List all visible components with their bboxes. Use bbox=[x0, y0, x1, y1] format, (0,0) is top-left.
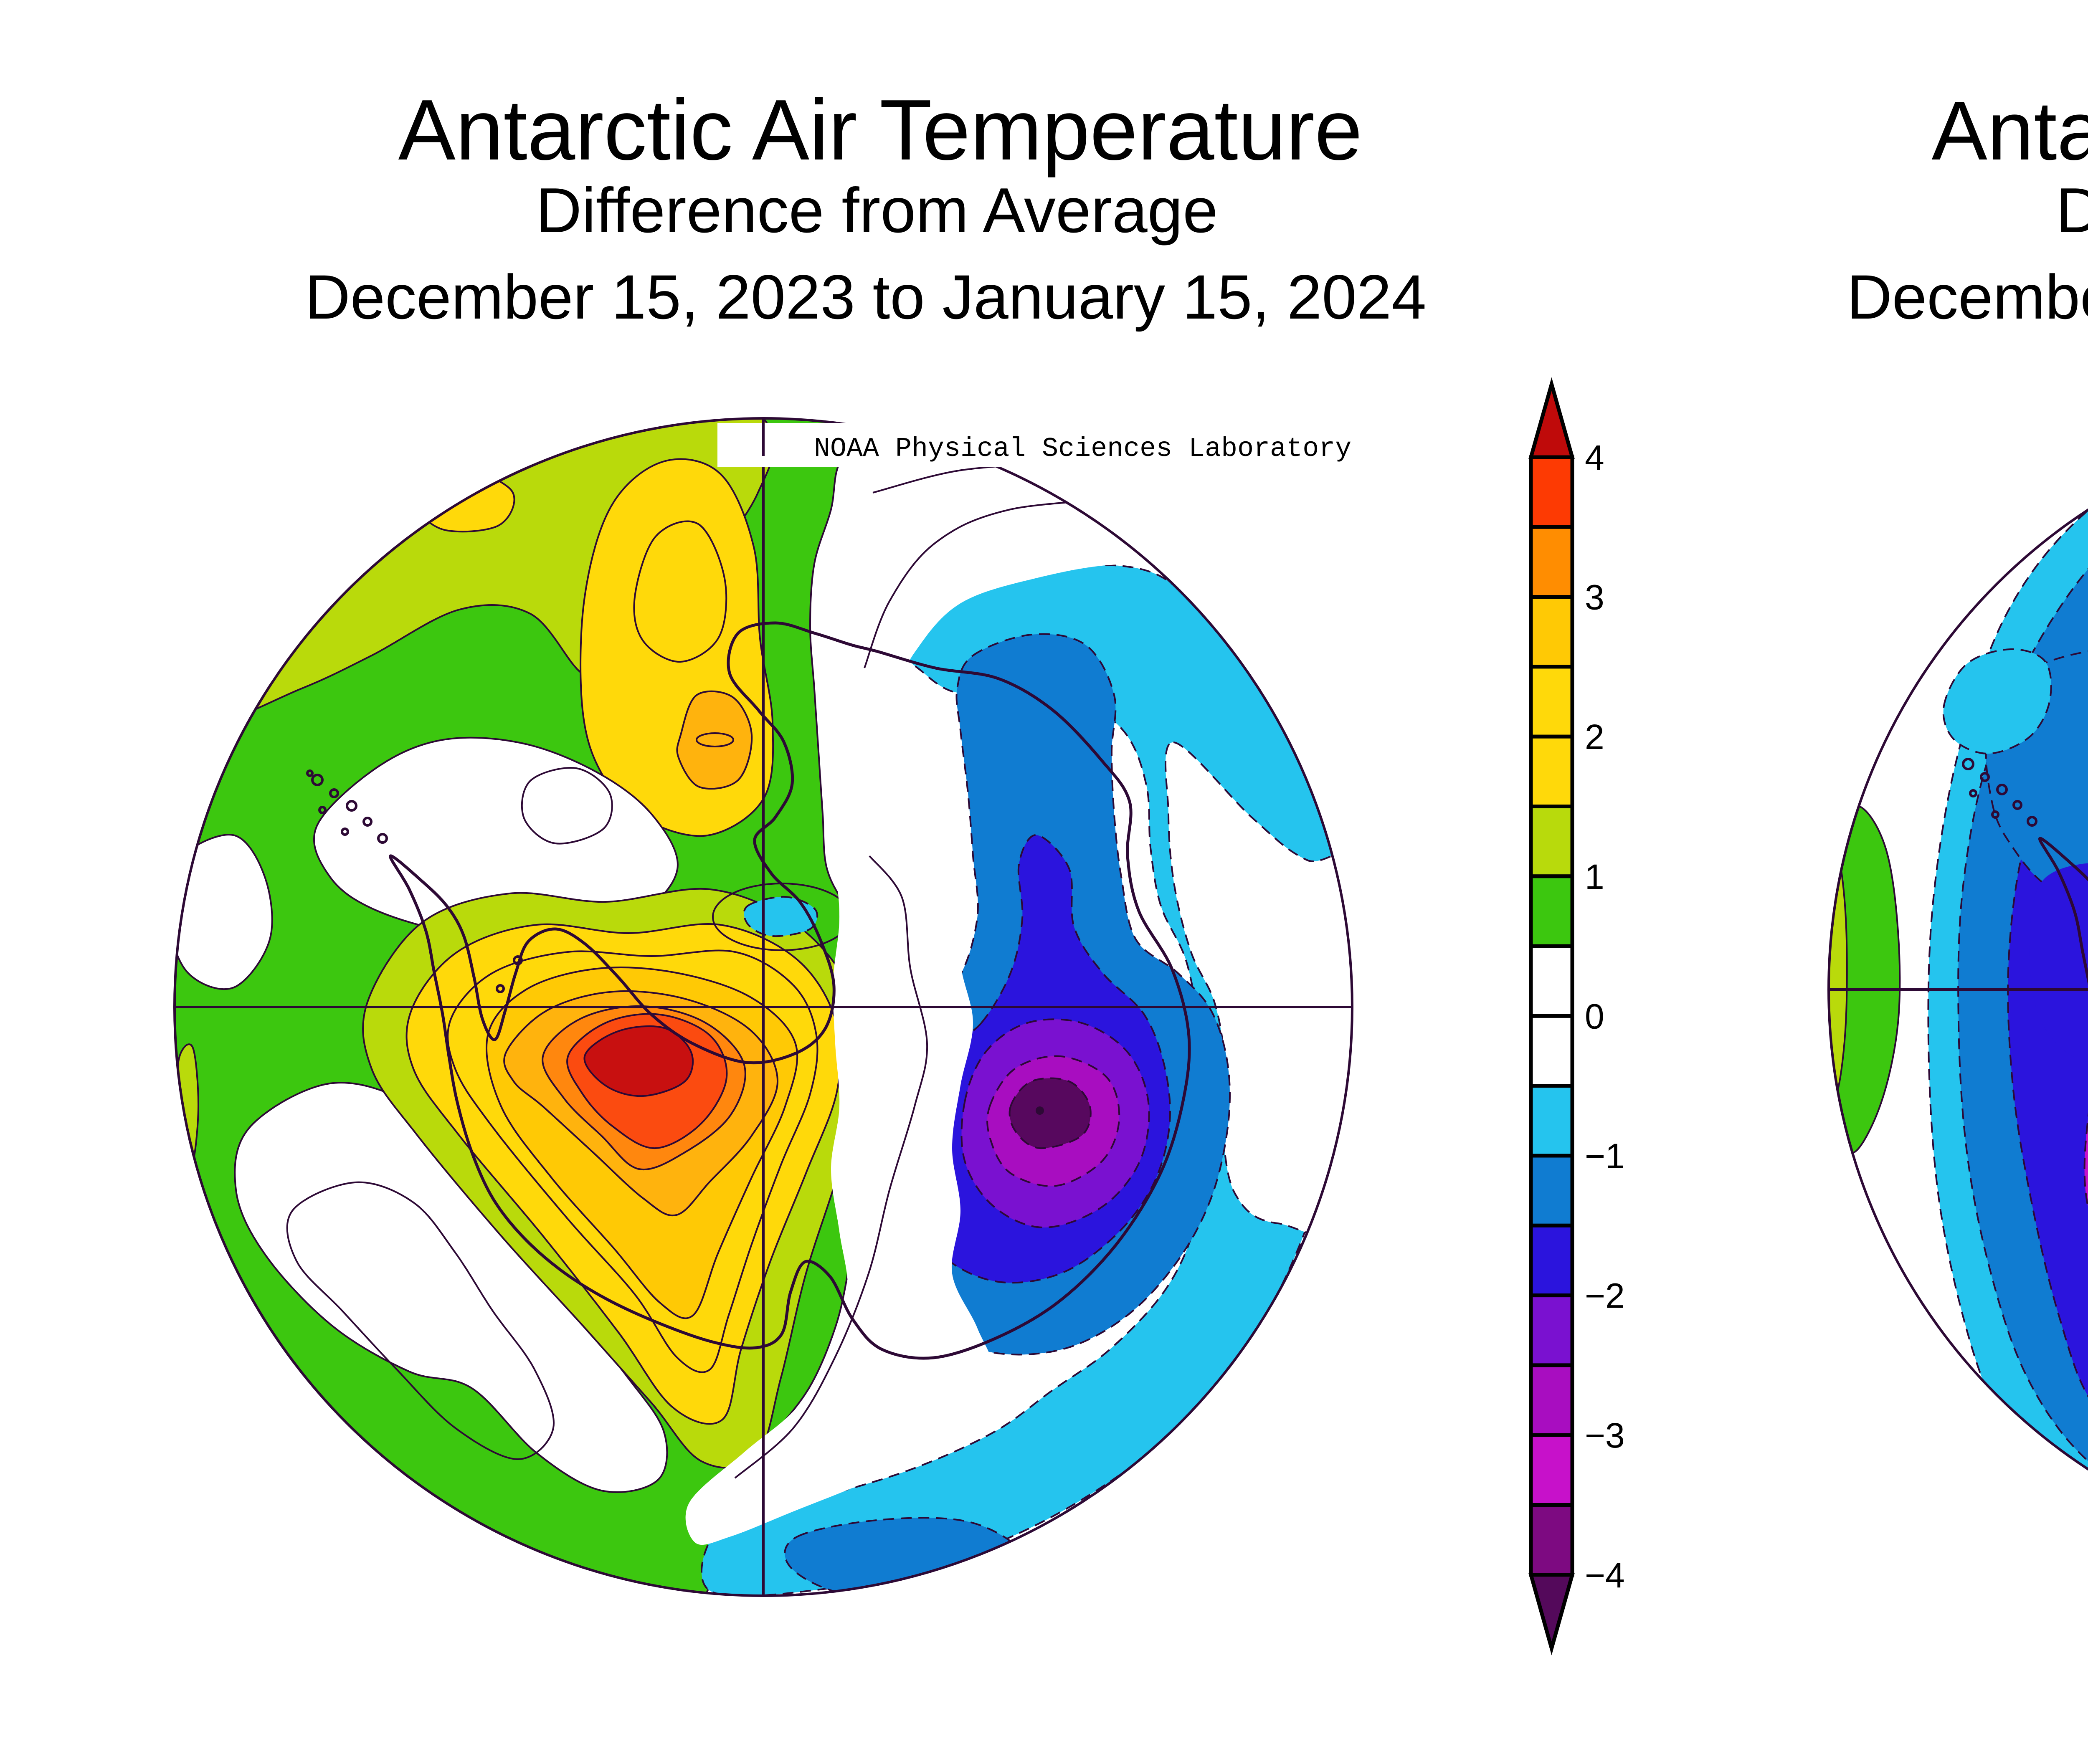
svg-text:Antarctic Air Temperature: Antarctic Air Temperature bbox=[398, 82, 1363, 178]
svg-text:December 15, 2023 to January 1: December 15, 2023 to January 15, 2024 bbox=[1847, 262, 2088, 332]
svg-text:NOAA Physical Sciences Laborat: NOAA Physical Sciences Laboratory bbox=[814, 433, 1351, 464]
svg-text:0: 0 bbox=[1585, 997, 1604, 1036]
svg-text:−3: −3 bbox=[1585, 1416, 1625, 1455]
svg-text:−2: −2 bbox=[1585, 1276, 1625, 1316]
svg-text:Difference from Average: Difference from Average bbox=[2056, 175, 2088, 246]
svg-text:Antarctic Sea Level Pressure: Antarctic Sea Level Pressure bbox=[1931, 84, 2088, 177]
svg-text:2: 2 bbox=[1585, 717, 1604, 757]
svg-text:3: 3 bbox=[1585, 578, 1604, 617]
svg-text:December 15, 2023 to January 1: December 15, 2023 to January 15, 2024 bbox=[305, 262, 1426, 332]
svg-text:4: 4 bbox=[1585, 438, 1604, 477]
svg-text:1: 1 bbox=[1585, 857, 1604, 896]
svg-text:−1: −1 bbox=[1585, 1136, 1625, 1176]
svg-text:−4: −4 bbox=[1585, 1556, 1625, 1595]
svg-text:Difference from Average: Difference from Average bbox=[536, 175, 1218, 246]
